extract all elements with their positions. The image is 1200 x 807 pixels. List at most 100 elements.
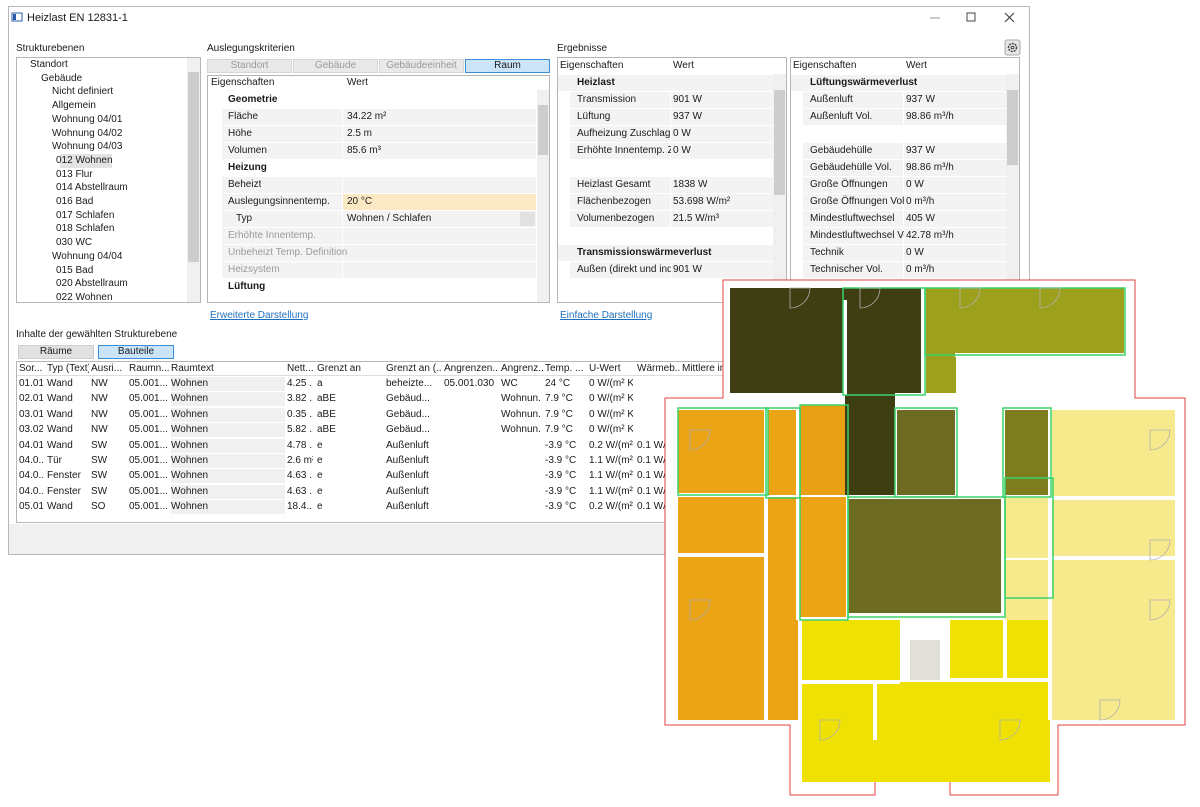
tree-item[interactable]: Wohnung 04/01	[52, 113, 123, 125]
name-cell	[570, 109, 670, 125]
value-cell	[671, 262, 773, 278]
table-cell: 05.001...	[129, 439, 167, 451]
result-name: Große Öffnungen	[810, 179, 888, 190]
name-cell	[570, 211, 670, 227]
result-value: 0 W	[906, 247, 924, 258]
tree-item[interactable]: 030 WC	[56, 237, 93, 249]
tree-item[interactable]: 015 Bad	[56, 264, 94, 276]
tree-item[interactable]: 013 Flur	[56, 168, 93, 180]
value-cell	[343, 211, 536, 227]
column-header: Typ (Text)	[47, 363, 89, 374]
table-cell: 01.01	[19, 378, 43, 389]
table-cell: 0 W/(m² K)	[589, 393, 633, 405]
table-cell: 05.001...	[129, 470, 167, 482]
table-cell: NW	[91, 393, 108, 405]
tree-item[interactable]: 012 Wohnen	[56, 154, 113, 166]
table-cell: -3.9 °C	[545, 485, 577, 497]
tree-item[interactable]: 020 Abstellraum	[56, 278, 128, 290]
table-cell: WC	[501, 378, 518, 389]
section-title: Auslegungskriterien	[207, 43, 295, 54]
tab[interactable]	[465, 59, 550, 73]
tab[interactable]	[293, 59, 378, 73]
dropdown-button[interactable]	[520, 212, 535, 226]
result-name: Außen (direkt und indir...	[577, 264, 671, 275]
tree-item[interactable]: Gebäude	[41, 72, 83, 84]
result-value: 901 W	[673, 264, 702, 275]
name-cell	[803, 143, 903, 159]
value-cell	[343, 177, 536, 193]
table-cell: Wand	[47, 393, 73, 405]
tree-item[interactable]: 017 Schlafen	[56, 209, 115, 221]
table-cell: Wand	[47, 439, 73, 451]
tree-item[interactable]: 022 Wohnen	[56, 291, 113, 303]
door-arc	[1149, 539, 1171, 561]
tree-item[interactable]: 018 Schlafen	[56, 223, 115, 235]
table-cell: 1.1 W/(m² ...	[589, 485, 633, 497]
tree-item[interactable]: Wohnung 04/02	[52, 127, 123, 139]
table-cell: 5.82 ...	[287, 424, 313, 436]
tree-item[interactable]: Wohnung 04/04	[52, 250, 123, 262]
column-header: U-Wert	[589, 363, 621, 374]
table-cell: Wohnen	[171, 378, 209, 389]
result-value: 0 m³/h	[906, 196, 935, 207]
name-cell	[803, 160, 903, 176]
section-title: Strukturebenen	[16, 43, 85, 54]
tree-item[interactable]: Wohnung 04/03	[52, 141, 123, 153]
column-header: Ausri...	[91, 363, 123, 374]
table-cell: -3.9 °C	[545, 470, 577, 482]
table-cell: NW	[91, 378, 108, 389]
tab-label[interactable]: Standort	[230, 60, 269, 71]
door-arc	[689, 599, 711, 621]
table-cell: Wohnen	[171, 485, 209, 497]
column-header: Grenzt an (...	[386, 363, 442, 374]
name-cell	[222, 194, 342, 210]
tree-item[interactable]: 016 Bad	[56, 196, 94, 207]
table-cell: 05.001...	[129, 424, 167, 436]
table-cell: SO	[91, 501, 106, 513]
tab[interactable]	[207, 59, 292, 73]
room	[800, 682, 1050, 782]
tab-label[interactable]: Gebäudeeinheit	[386, 60, 457, 71]
link[interactable]: Einfache Darstellung	[560, 310, 653, 321]
property-name: Volumen	[228, 145, 267, 156]
tab-label[interactable]: Gebäude	[314, 60, 357, 71]
table-cell: 0.1 W/(	[637, 455, 670, 466]
tab[interactable]	[18, 345, 94, 359]
table-cell: 0.1 W/(	[637, 439, 670, 451]
table-cell: Fenster	[47, 470, 81, 482]
scroll-thumb	[538, 105, 548, 155]
group-label: Geometrie	[228, 94, 278, 105]
tree-item[interactable]: Nicht definiert	[52, 86, 114, 98]
table-cell: beheizte...	[386, 378, 433, 389]
tab-label[interactable]: Räume	[39, 346, 73, 357]
tab-label[interactable]: Bauteile	[117, 346, 155, 357]
result-name: Lüftung	[577, 111, 611, 122]
table-cell: 0.1 W/(	[637, 501, 670, 513]
result-value: 0 W	[906, 179, 924, 190]
value-cell	[904, 160, 1006, 176]
tree-item[interactable]: Allgemein	[52, 100, 96, 112]
tab[interactable]	[379, 59, 464, 73]
table-cell: Gebäud...	[386, 424, 430, 436]
column-header: Raumn...	[129, 363, 169, 374]
name-cell	[803, 177, 903, 193]
tree-item[interactable]: 014 Abstellraum	[56, 182, 128, 194]
table-cell: 3.82 ...	[287, 393, 313, 405]
tree-item[interactable]: Standort	[30, 59, 68, 70]
property-name: Heizsystem	[228, 264, 280, 275]
table-cell: Tür	[47, 455, 62, 466]
tab-label[interactable]: Raum	[494, 60, 521, 71]
table-cell: 03.01	[19, 408, 43, 420]
column-header: Temp. ...	[545, 363, 584, 374]
table-cell: Wohnun...	[501, 424, 541, 436]
table-cell: NW	[91, 424, 108, 436]
link[interactable]: Erweiterte Darstellung	[210, 310, 309, 321]
result-value: 937 W	[906, 94, 935, 105]
table-cell: Wohnen	[171, 424, 209, 436]
section-title: Ergebnisse	[557, 43, 608, 54]
value-cell	[671, 143, 773, 159]
table-cell: Wohnen	[171, 501, 209, 513]
tab[interactable]	[98, 345, 174, 359]
